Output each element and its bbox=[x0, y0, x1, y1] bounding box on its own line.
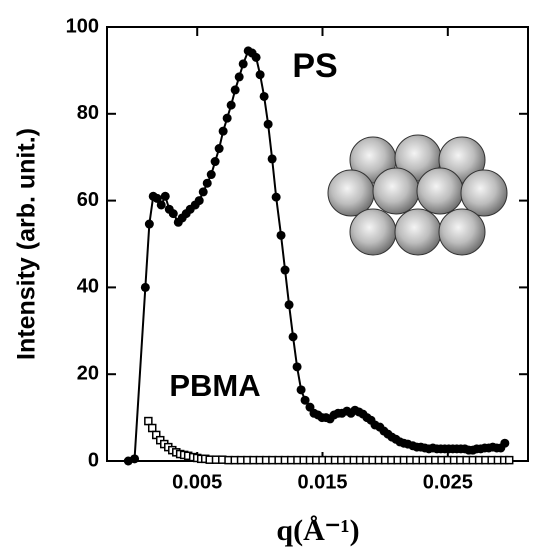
x-tick-label: 0.005 bbox=[172, 471, 222, 493]
marker bbox=[168, 209, 178, 219]
marker bbox=[147, 423, 157, 433]
marker bbox=[194, 196, 204, 206]
series-label: PBMA bbox=[169, 368, 260, 403]
marker bbox=[160, 191, 170, 201]
marker bbox=[271, 192, 281, 202]
marker bbox=[280, 265, 290, 275]
marker bbox=[156, 200, 166, 210]
y-tick-label: 100 bbox=[66, 15, 99, 37]
marker bbox=[300, 395, 310, 405]
marker bbox=[226, 100, 236, 110]
marker bbox=[500, 438, 510, 448]
marker bbox=[230, 85, 240, 95]
marker bbox=[276, 230, 286, 240]
y-axis-label: Intensity (arb. unit.) bbox=[13, 128, 41, 360]
y-tick-label: 20 bbox=[77, 362, 99, 384]
x-tick-label: 0.015 bbox=[297, 471, 347, 493]
marker bbox=[152, 193, 162, 203]
sphere-inset bbox=[327, 134, 508, 256]
x-tick-label: 0.025 bbox=[423, 471, 473, 493]
y-tick-label: 0 bbox=[88, 449, 99, 471]
marker bbox=[238, 59, 248, 69]
marker bbox=[140, 282, 150, 292]
marker bbox=[255, 70, 265, 80]
marker bbox=[292, 362, 302, 372]
marker bbox=[504, 455, 514, 465]
marker bbox=[198, 187, 208, 197]
marker bbox=[251, 52, 261, 62]
marker bbox=[222, 113, 232, 123]
marker bbox=[234, 72, 244, 82]
marker bbox=[267, 154, 277, 164]
marker bbox=[202, 178, 212, 188]
y-tick-label: 40 bbox=[77, 276, 99, 298]
marker bbox=[130, 454, 140, 464]
marker bbox=[263, 119, 273, 129]
marker bbox=[284, 300, 294, 310]
y-tick-label: 80 bbox=[77, 102, 99, 124]
marker bbox=[206, 170, 216, 180]
marker bbox=[144, 416, 153, 426]
marker bbox=[259, 91, 269, 101]
y-tick-label: 60 bbox=[77, 189, 99, 211]
marker bbox=[214, 144, 224, 154]
x-axis-label: q(Å⁻¹) bbox=[276, 514, 359, 547]
series-label: PS bbox=[292, 47, 337, 85]
marker bbox=[296, 385, 306, 395]
marker bbox=[288, 332, 298, 342]
marker bbox=[210, 157, 220, 167]
marker bbox=[144, 219, 154, 229]
marker bbox=[218, 126, 228, 136]
